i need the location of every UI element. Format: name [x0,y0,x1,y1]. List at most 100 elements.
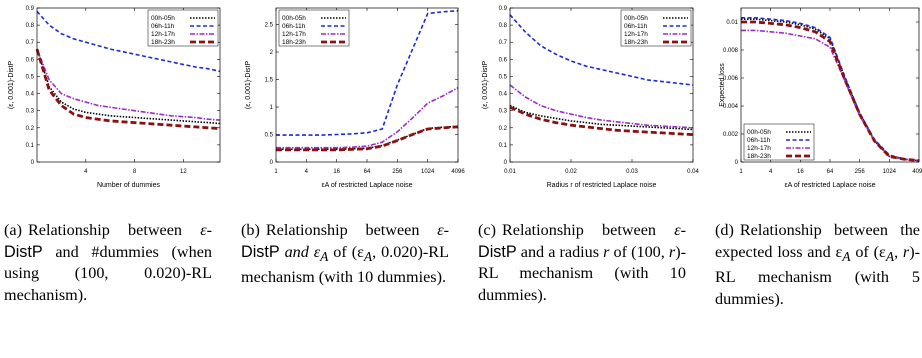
legend-label: 00h-05h [282,15,306,22]
legend-label: 06h-11h [747,137,771,144]
caption-subscript: A [363,248,373,264]
y-axis-label: (ε, 0.001)-DistP [8,61,15,110]
y-tick-label: 0 [504,160,508,166]
caption-b: (b) Relationship between ε-DistP and εA o… [241,220,449,289]
series-line-12h-17h [741,29,920,162]
x-tick-label: 0.01 [504,169,516,175]
plot-frame [36,7,221,163]
legend-box [147,9,219,47]
series-line-18h-23h [276,125,459,152]
caption-text: Relationship between the expected loss a… [715,221,920,261]
plot-frame [275,7,459,163]
x-axis-label: εA of restricted Laplace noise [784,182,875,189]
y-tick-label: 0.6 [499,57,508,63]
legend-label: 18h-23h [624,39,648,46]
caption-tag: (b) [241,221,260,239]
y-tick-label: 0.3 [26,109,35,115]
series-line-18h-23h [509,105,694,136]
plot-frame [509,7,694,163]
caption-text: of (ε [328,242,364,261]
caption-symbol: ε [674,221,681,239]
caption-text: Relationship between [501,221,675,239]
caption-text: )-RL mechanism (with 10 dummies). [478,242,686,304]
x-tick-label: 4096 [912,169,922,175]
caption-a: (a) Relationship between ε- DistP and #dum… [4,220,212,306]
y-tick-label: 0 [735,160,739,166]
caption-text: and a radius [516,242,604,261]
x-tick-label: 0.03 [626,169,638,175]
x-tick-label: 0.04 [687,169,699,175]
x-tick-label: 16 [797,169,804,175]
y-tick-label: 0.5 [499,74,508,80]
legend-label: 00h-05h [747,129,771,136]
legend-label: 12h-17h [747,145,771,152]
caption-text: Relationship between [27,221,201,239]
y-tick-label: 0.5 [265,133,274,139]
caption-symbol: r [668,242,676,261]
y-tick-label: 1.5 [265,78,274,84]
caption-distp: DistP [4,242,43,261]
caption-tag: (d) [715,221,734,239]
caption-text: - [206,221,212,239]
y-tick-label: 0.2 [26,126,35,132]
x-tick-label: 1024 [421,169,435,175]
legend-label: 12h-17h [282,31,306,38]
series-line-00h-05h [509,104,694,131]
x-tick-label: 1 [739,169,743,175]
caption-distp: DistP [241,242,280,261]
series-line-06h-11h [276,10,459,136]
legend-box [743,123,815,161]
legend-label: 12h-17h [624,31,648,38]
x-tick-label: 4096 [451,169,465,175]
caption-d: (d) Relationship between the expected los… [715,220,920,310]
x-tick-label: 64 [827,169,834,175]
x-tick-label: 4 [769,169,773,175]
x-tick-label: 64 [364,169,371,175]
caption-text: , 0.020)-RL mechanism (with 10 dummies). [241,242,449,287]
x-tick-label: 1024 [883,169,897,175]
x-axis-label: Radius r of restricted Laplace noise [547,182,657,189]
x-tick-label: 256 [855,169,866,175]
legend-label: 00h-05h [624,15,648,22]
y-tick-label: 0.2 [499,126,508,132]
legend-label: 06h-11h [151,23,175,30]
y-tick-label: 0.3 [499,109,508,115]
y-tick-label: 0.8 [499,23,508,29]
series-line-06h-11h [741,16,920,162]
series-line-06h-11h [36,10,221,73]
y-axis-label: (ε, 0.001)-DistP [245,61,252,110]
y-tick-label: 0.1 [26,143,35,149]
y-axis-label: Expected loss [719,63,726,107]
caption-text: , [894,242,903,261]
legend-label: 18h-23h [282,39,306,46]
y-tick-label: 0.4 [26,92,35,98]
caption-subscript: A [320,248,329,264]
caption-c: (c) Relationship between ε- DistP and a ra… [478,220,686,306]
series-line-12h-17h [36,48,221,121]
y-tick-label: 0.006 [723,76,739,82]
y-tick-label: 1 [270,105,274,111]
caption-text: of (100, [609,242,669,261]
y-tick-label: 2.5 [265,23,274,29]
series-line-18h-23h [35,48,221,130]
chart-panel-c: 0 0.1 0.2 0.3 0.4 0.5 0.6 0.7 0.8 0.9 0.01 0.02 0.03… [482,6,699,189]
y-tick-label: 0.6 [26,57,35,63]
caption-subscript: A [885,248,895,264]
caption-text: - [443,221,449,239]
chart-panel-a: 0 0.1 0.2 0.3 0.4 0.5 0.6 0.7 0.8 0.9 4 8 12 Number o… [8,6,221,189]
y-tick-label: 0.4 [499,92,508,98]
caption-subscript: A [842,248,851,264]
legend-label: 18h-23h [747,153,771,160]
caption-tag: (c) [478,221,496,239]
y-tick-label: 0.01 [726,20,738,26]
x-tick-label: 4 [84,169,88,175]
series-line-06h-11h [509,14,694,86]
caption-text: and #dummies (when using (100, 0.020)-RL… [4,242,212,304]
y-axis-label: (ε, 0.001)-DistP [482,61,489,110]
x-axis-label: Number of dummies [97,182,161,189]
caption-text: of (ε [850,242,886,261]
